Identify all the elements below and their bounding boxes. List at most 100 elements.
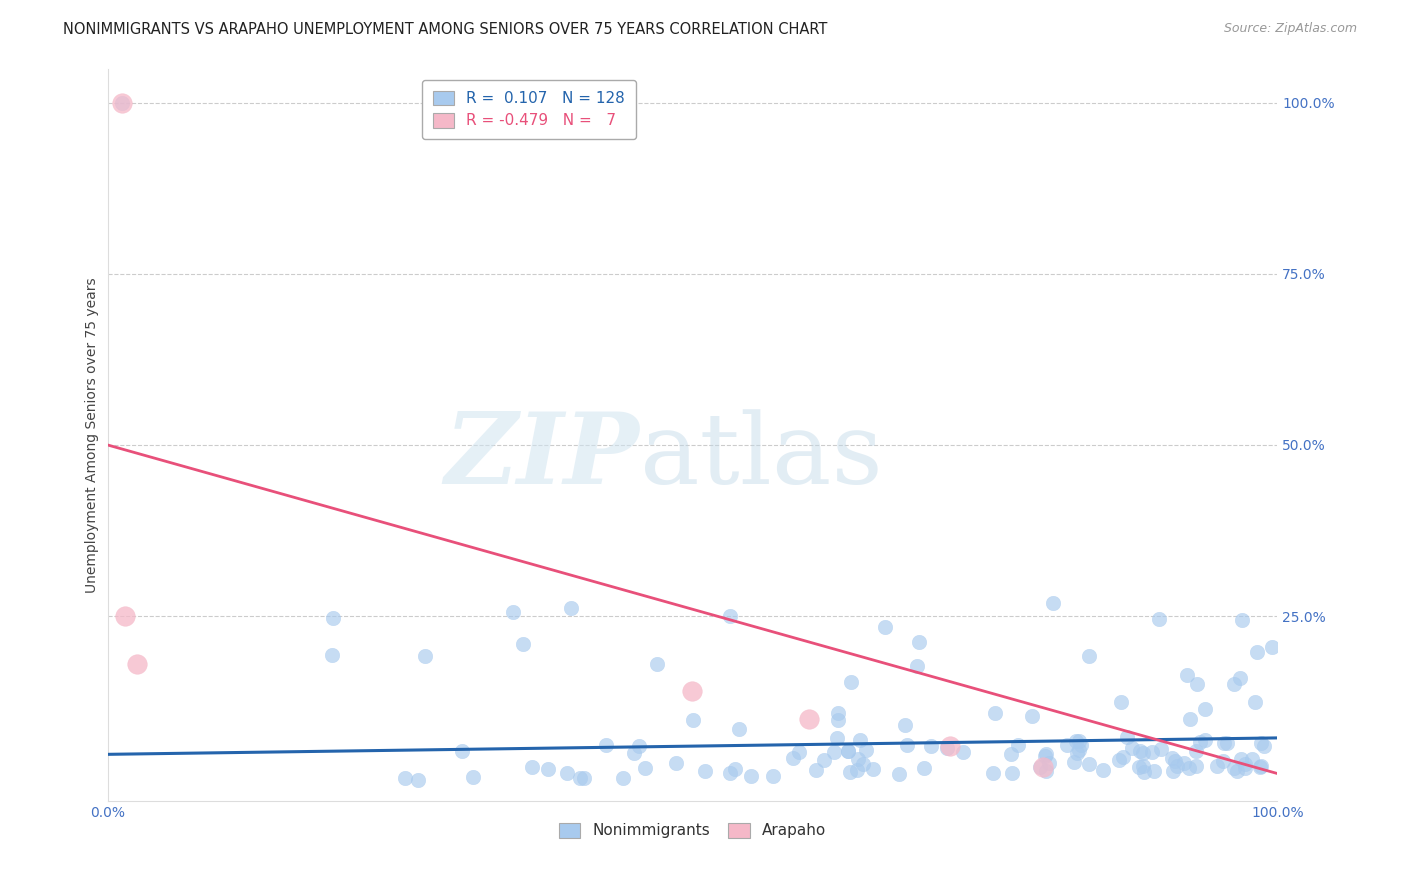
Point (1234, 761, 1257, 775)
Point (825, 731, 848, 745)
Point (905, 659, 928, 673)
Point (1001, 766, 1024, 780)
Point (1244, 694, 1267, 708)
Point (1194, 702, 1216, 716)
Point (665, 756, 688, 770)
Point (111, 95, 134, 110)
Point (1056, 738, 1078, 752)
Point (1038, 756, 1060, 771)
Point (1091, 764, 1114, 778)
Point (1077, 648, 1099, 663)
Point (1128, 760, 1150, 774)
Point (740, 769, 762, 783)
Point (560, 601, 582, 615)
Point (1246, 645, 1268, 659)
Point (1129, 744, 1152, 758)
Point (1108, 753, 1130, 767)
Text: ZIP: ZIP (444, 409, 640, 505)
Point (512, 637, 534, 651)
Point (912, 761, 935, 775)
Point (1078, 757, 1101, 772)
Point (936, 740, 959, 755)
Point (612, 771, 634, 785)
Point (1212, 754, 1234, 768)
Point (724, 763, 747, 777)
Point (595, 738, 617, 752)
Point (537, 762, 560, 776)
Point (1178, 761, 1201, 775)
Point (1234, 756, 1257, 771)
Point (1166, 759, 1188, 773)
Point (394, 771, 416, 785)
Point (855, 743, 877, 757)
Point (1185, 743, 1208, 757)
Point (838, 765, 860, 780)
Point (823, 746, 845, 760)
Point (1033, 749, 1056, 764)
Point (1063, 755, 1085, 769)
Point (125, 657, 148, 671)
Point (846, 751, 869, 765)
Point (1066, 734, 1088, 748)
Point (522, 760, 544, 774)
Point (114, 609, 136, 624)
Point (1216, 736, 1239, 750)
Point (1140, 745, 1163, 759)
Point (1067, 734, 1090, 748)
Point (804, 763, 827, 777)
Point (1035, 747, 1057, 761)
Point (1116, 731, 1139, 745)
Point (862, 762, 884, 776)
Point (952, 745, 974, 759)
Point (984, 706, 1007, 720)
Point (322, 611, 344, 625)
Y-axis label: Unemployment Among Seniors over 75 years: Unemployment Among Seniors over 75 years (86, 277, 100, 592)
Point (693, 764, 716, 779)
Point (463, 770, 485, 784)
Point (647, 657, 669, 672)
Point (1164, 754, 1187, 768)
Point (1132, 759, 1154, 773)
Point (837, 744, 859, 758)
Point (787, 745, 810, 759)
Point (813, 753, 835, 767)
Point (1109, 695, 1132, 709)
Point (1175, 668, 1198, 682)
Point (1160, 751, 1182, 765)
Text: atlas: atlas (640, 409, 883, 505)
Point (1226, 764, 1249, 778)
Point (852, 757, 875, 772)
Legend: Nonimmigrants, Arapaho: Nonimmigrants, Arapaho (553, 817, 832, 845)
Point (718, 608, 741, 623)
Point (893, 718, 915, 732)
Point (1000, 747, 1022, 761)
Point (1042, 596, 1064, 610)
Point (908, 635, 931, 649)
Point (1222, 677, 1244, 691)
Point (1249, 760, 1271, 774)
Point (728, 722, 751, 736)
Point (837, 744, 859, 758)
Point (889, 767, 911, 781)
Point (413, 648, 436, 663)
Point (1253, 739, 1275, 754)
Point (1250, 759, 1272, 773)
Point (574, 771, 596, 785)
Point (1121, 741, 1143, 756)
Point (896, 738, 918, 752)
Point (1069, 743, 1091, 757)
Point (1112, 750, 1135, 764)
Point (839, 675, 862, 690)
Point (321, 648, 343, 662)
Point (1132, 747, 1154, 761)
Point (1230, 613, 1253, 627)
Text: Source: ZipAtlas.com: Source: ZipAtlas.com (1223, 22, 1357, 36)
Point (1173, 756, 1195, 770)
Point (1161, 764, 1184, 779)
Point (981, 766, 1004, 780)
Point (555, 766, 578, 780)
Point (1147, 612, 1170, 626)
Point (782, 751, 804, 765)
Point (1229, 752, 1251, 766)
Point (451, 744, 474, 758)
